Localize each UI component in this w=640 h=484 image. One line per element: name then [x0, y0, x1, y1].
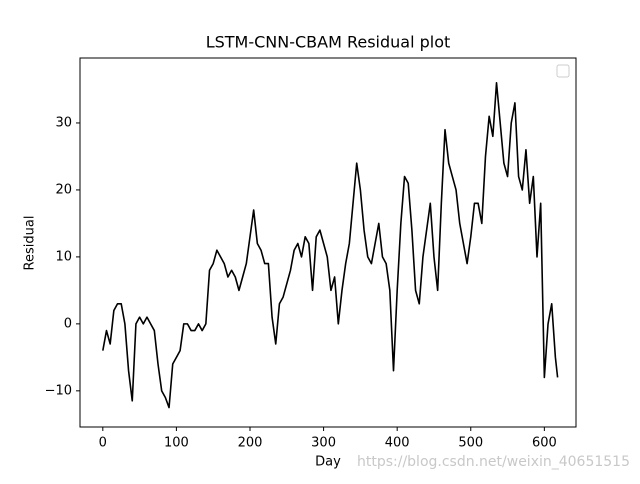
watermark: https://blog.csdn.net/weixin_40651515: [357, 454, 630, 470]
y-tick-label: 20: [55, 182, 72, 197]
axes-frame: [79, 57, 577, 428]
y-tick-label: −10: [45, 383, 72, 398]
y-axis-label: Residual: [23, 216, 38, 271]
line-series: [102, 81, 559, 409]
chart-title: LSTM-CNN-CBAM Residual plot: [206, 33, 451, 52]
y-tick-label: 30: [55, 115, 72, 130]
x-tick-label: 100: [164, 436, 189, 451]
legend-box: [556, 64, 570, 78]
x-tick-label: 600: [532, 436, 557, 451]
x-tick-label: 500: [458, 436, 483, 451]
plot-area: [102, 81, 559, 409]
x-tick-label: 300: [311, 436, 336, 451]
y-tick-label: 10: [55, 249, 72, 264]
y-tick-label: 0: [64, 316, 72, 331]
x-tick-label: 0: [99, 436, 107, 451]
x-tick-label: 400: [385, 436, 410, 451]
x-axis-label: Day: [315, 455, 341, 470]
x-tick-label: 200: [238, 436, 263, 451]
